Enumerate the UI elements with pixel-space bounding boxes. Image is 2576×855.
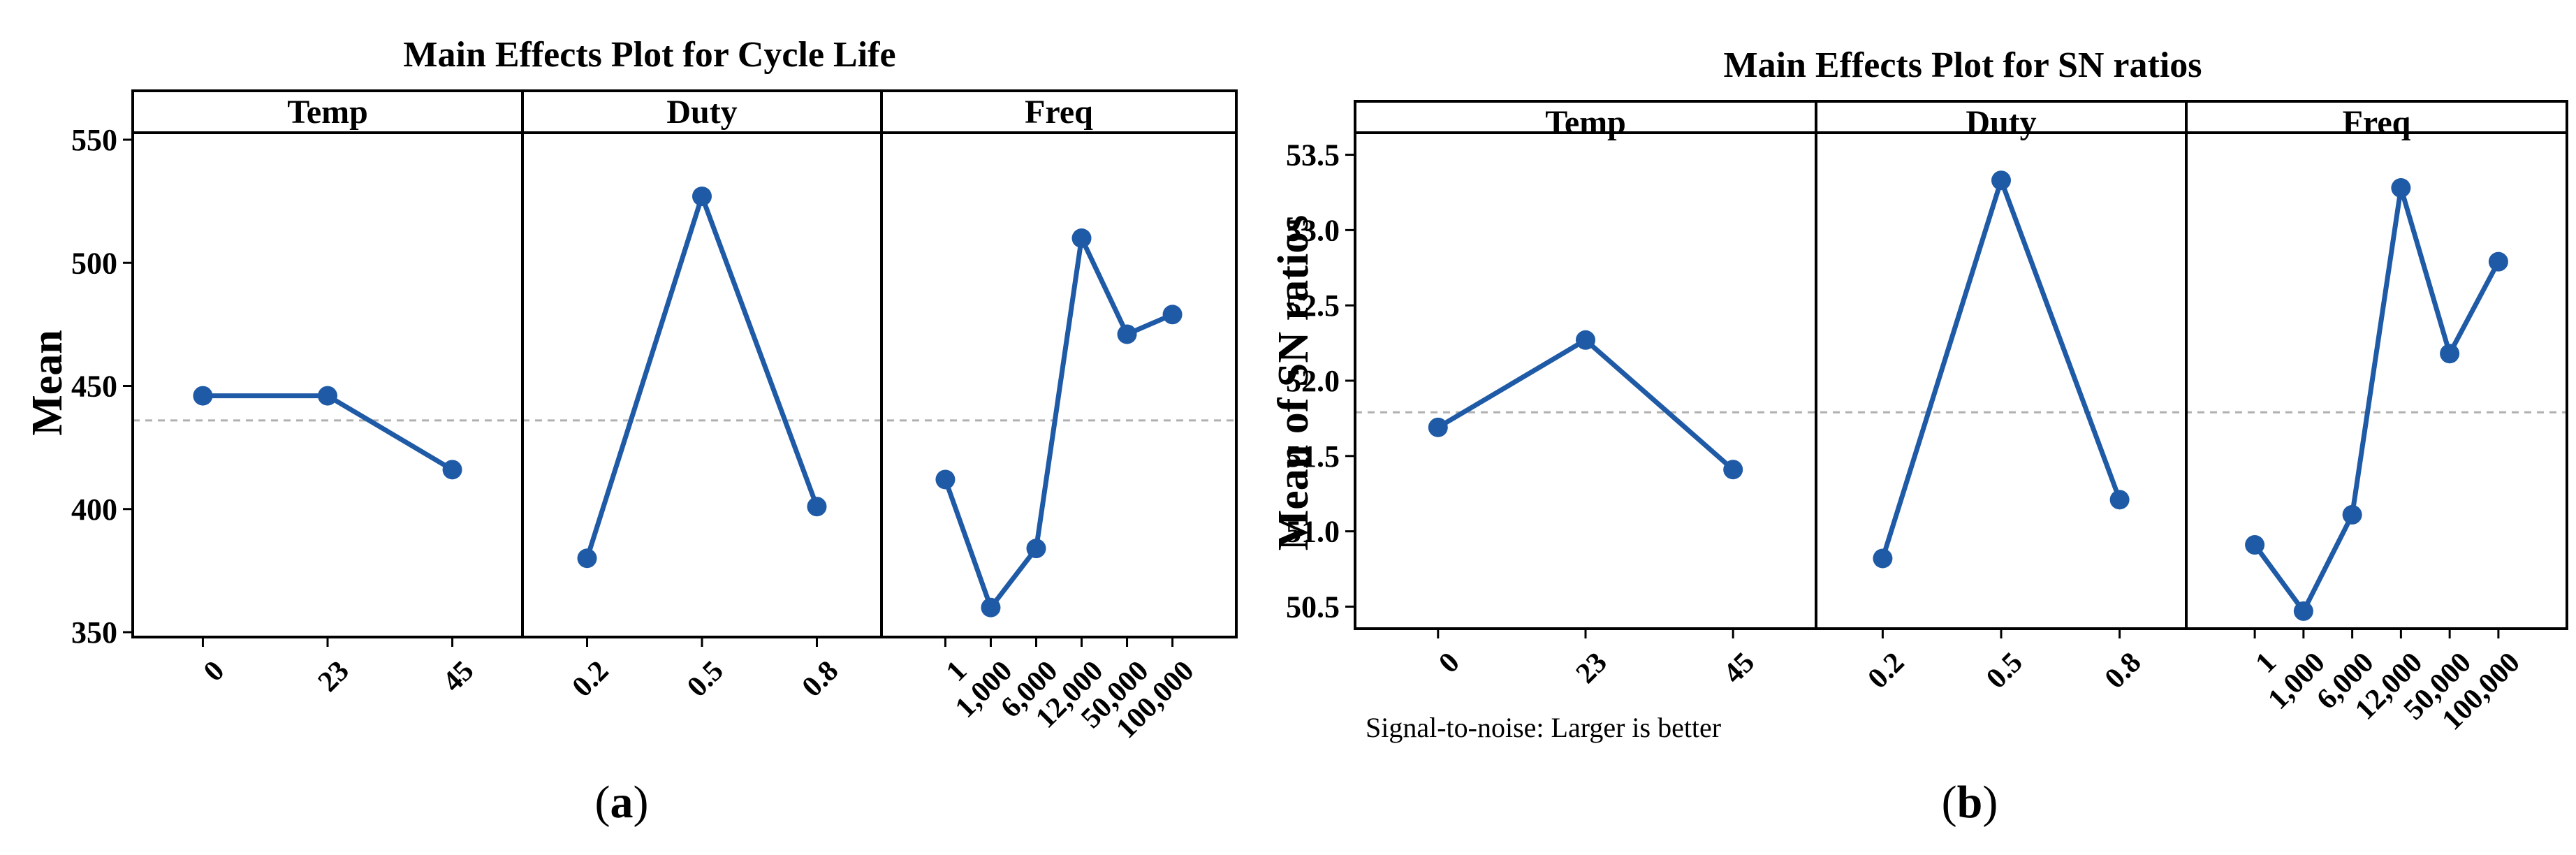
data-point xyxy=(1723,460,1743,480)
data-point xyxy=(935,469,956,490)
series-line xyxy=(943,235,1173,611)
x-tick-label: 23 xyxy=(1570,646,1613,689)
data-point xyxy=(318,386,337,406)
panel-label: Temp xyxy=(287,94,368,131)
y-tick-label: 450 xyxy=(71,370,117,404)
data-point xyxy=(442,460,462,480)
x-tick-label: 0.8 xyxy=(796,655,845,703)
chart-title: Main Effects Plot for SN ratios xyxy=(1723,45,2202,85)
panel-duty: Duty 0.2 0.5 0.8 xyxy=(1815,101,2148,695)
x-tick-label: 0.5 xyxy=(681,655,730,703)
series-line xyxy=(1880,177,2122,560)
plot-frame xyxy=(1354,100,2568,630)
y-tick-label: 550 xyxy=(71,123,117,157)
data-point xyxy=(2440,344,2460,364)
x-tick-label: 0.2 xyxy=(566,655,615,703)
x-tick-label: 45 xyxy=(1718,646,1761,689)
y-tick-label: 350 xyxy=(71,615,117,650)
data-point xyxy=(1026,539,1046,559)
data-point xyxy=(981,597,1001,618)
figure-caption: (b) xyxy=(1942,777,1998,828)
x-tick-label: 0.8 xyxy=(2099,646,2148,695)
chart-title: Main Effects Plot for Cycle Life xyxy=(403,35,895,75)
data-point xyxy=(692,187,712,207)
data-point xyxy=(1071,228,1092,248)
panel-label: Duty xyxy=(1966,104,2036,141)
y-tick-label: 50.5 xyxy=(1286,590,1340,624)
panel-label: Freq xyxy=(1025,94,1093,131)
series-line xyxy=(203,393,454,472)
data-point xyxy=(807,497,827,517)
x-tick-label: 45 xyxy=(437,655,480,698)
data-point xyxy=(2109,490,2130,510)
x-tick-label: 0.5 xyxy=(1980,646,2029,695)
data-point xyxy=(1991,170,2011,191)
y-tick-label: 51.0 xyxy=(1286,515,1340,549)
data-point xyxy=(2245,535,2265,555)
series-line xyxy=(585,193,819,560)
x-tick-label: 0 xyxy=(198,655,230,687)
data-point xyxy=(1117,324,1137,344)
data-point xyxy=(1576,330,1595,350)
data-point xyxy=(1162,305,1183,325)
data-point xyxy=(577,548,597,569)
series-line xyxy=(1437,337,1735,472)
y-axis-label: Mean xyxy=(24,330,71,436)
y-axis-label: Mean of SN ratios xyxy=(1270,215,1317,550)
y-tick-label: 52.5 xyxy=(1286,288,1340,323)
x-tick-label: 0 xyxy=(1433,646,1465,679)
caption-letter: b xyxy=(1957,777,1983,828)
figure-caption: (a) xyxy=(595,777,649,828)
panel-label: Freq xyxy=(2343,104,2411,141)
panel-temp: Temp 0 23 45 xyxy=(1428,104,1761,690)
plot-frame xyxy=(131,89,1238,638)
chart-note: Signal-to-noise: Larger is better xyxy=(1366,712,1721,743)
y-tick-label: 53.5 xyxy=(1286,138,1340,173)
data-point xyxy=(2293,601,2313,621)
chart-b: Main Effects Plot for SN ratios 50.5 51.0 5… xyxy=(1270,45,2568,828)
panel-label: Duty xyxy=(666,94,737,131)
series-line xyxy=(2253,185,2501,614)
y-tick-label: 400 xyxy=(71,492,117,527)
x-tick-label: 0.2 xyxy=(1862,646,1911,695)
data-point xyxy=(1873,548,1893,569)
x-tick-label: 1,000 xyxy=(2262,646,2331,715)
x-tick-label: 1 xyxy=(2250,646,2283,679)
data-point xyxy=(193,386,213,406)
panel-label: Temp xyxy=(1545,104,1626,141)
data-point xyxy=(2391,178,2411,198)
y-tick-label: 500 xyxy=(71,246,117,280)
x-tick-label: 23 xyxy=(312,655,356,698)
data-point xyxy=(1428,417,1448,437)
chart-a: Main Effects Plot for Cycle Life 350 400 45… xyxy=(24,35,1238,828)
panel-duty: Duty 0.2 0.5 0.8 xyxy=(521,91,845,703)
panel-temp: Temp 0 23 45 xyxy=(193,94,480,699)
y-tick-label: 53.0 xyxy=(1286,213,1340,247)
y-tick-label: 52.0 xyxy=(1286,364,1340,398)
y-tick-label: 51.5 xyxy=(1286,439,1340,474)
caption-letter: a xyxy=(610,777,634,828)
data-point xyxy=(2342,504,2362,525)
data-point xyxy=(2488,251,2508,272)
